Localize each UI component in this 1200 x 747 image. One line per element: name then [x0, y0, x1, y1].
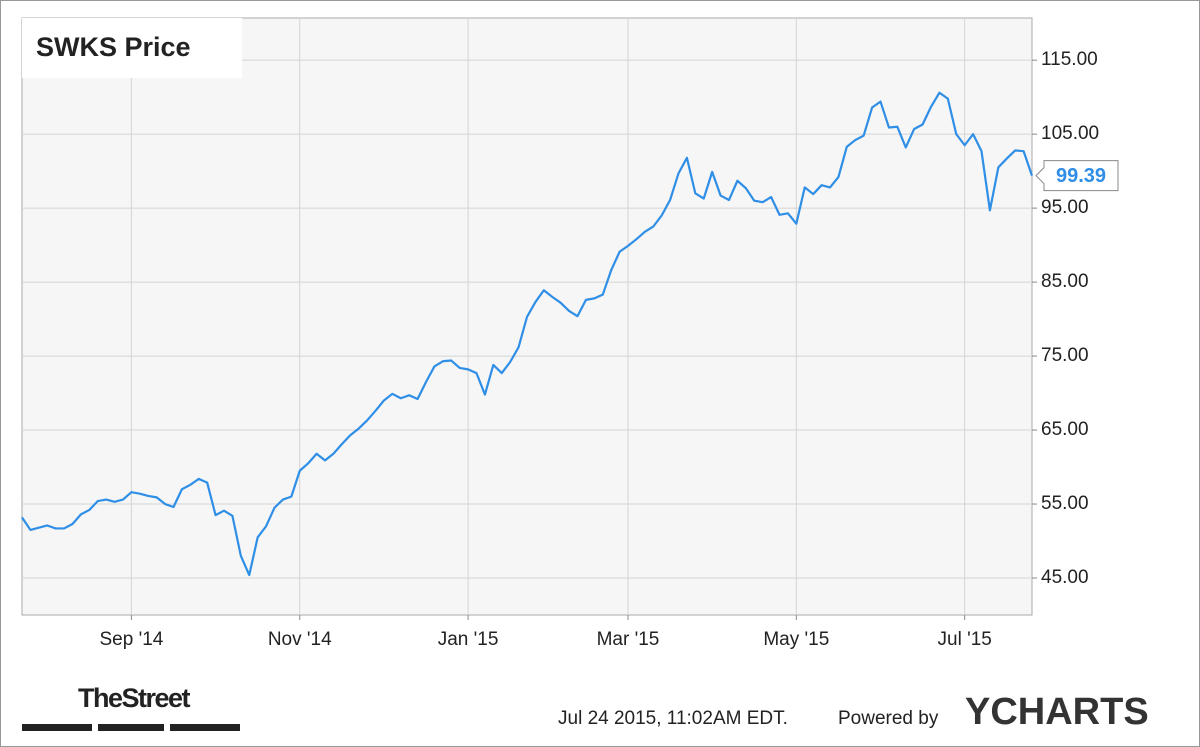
- grid: [22, 18, 1032, 615]
- powered-by: Powered by: [838, 708, 939, 729]
- x-tick-label: Sep '14: [99, 629, 163, 650]
- chart-title: SWKS Price: [36, 32, 191, 62]
- y-tick-label: 75.00: [1041, 345, 1089, 366]
- y-tick-label: 45.00: [1041, 567, 1089, 588]
- price-line: [21, 91, 1034, 577]
- brand-bar: [170, 724, 240, 731]
- brand-bar: [98, 724, 164, 731]
- y-tick-label: 115.00: [1041, 49, 1098, 70]
- x-tick-label: Jan '15: [438, 629, 499, 650]
- last-value-label: 99.39: [1056, 165, 1106, 187]
- brand-bar: [22, 724, 92, 731]
- x-tick-label: Mar '15: [597, 629, 660, 650]
- x-tick-label: Jul '15: [938, 629, 992, 650]
- y-tick-label: 55.00: [1041, 493, 1089, 514]
- ycharts-logo: YCHARTS: [965, 691, 1149, 733]
- title-box: [22, 18, 242, 78]
- timestamp: Jul 24 2015, 11:02AM EDT.: [558, 708, 788, 729]
- value-callout: [1035, 160, 1119, 192]
- x-tick-label: Nov '14: [268, 629, 332, 650]
- y-tick-label: 95.00: [1041, 197, 1089, 218]
- y-tick-label: 105.00: [1041, 123, 1099, 144]
- y-tick-label: 65.00: [1041, 419, 1089, 440]
- y-tick-label: 85.00: [1041, 271, 1089, 292]
- x-tick-label: May '15: [763, 629, 829, 650]
- brand-logo: TheStreet: [78, 683, 191, 713]
